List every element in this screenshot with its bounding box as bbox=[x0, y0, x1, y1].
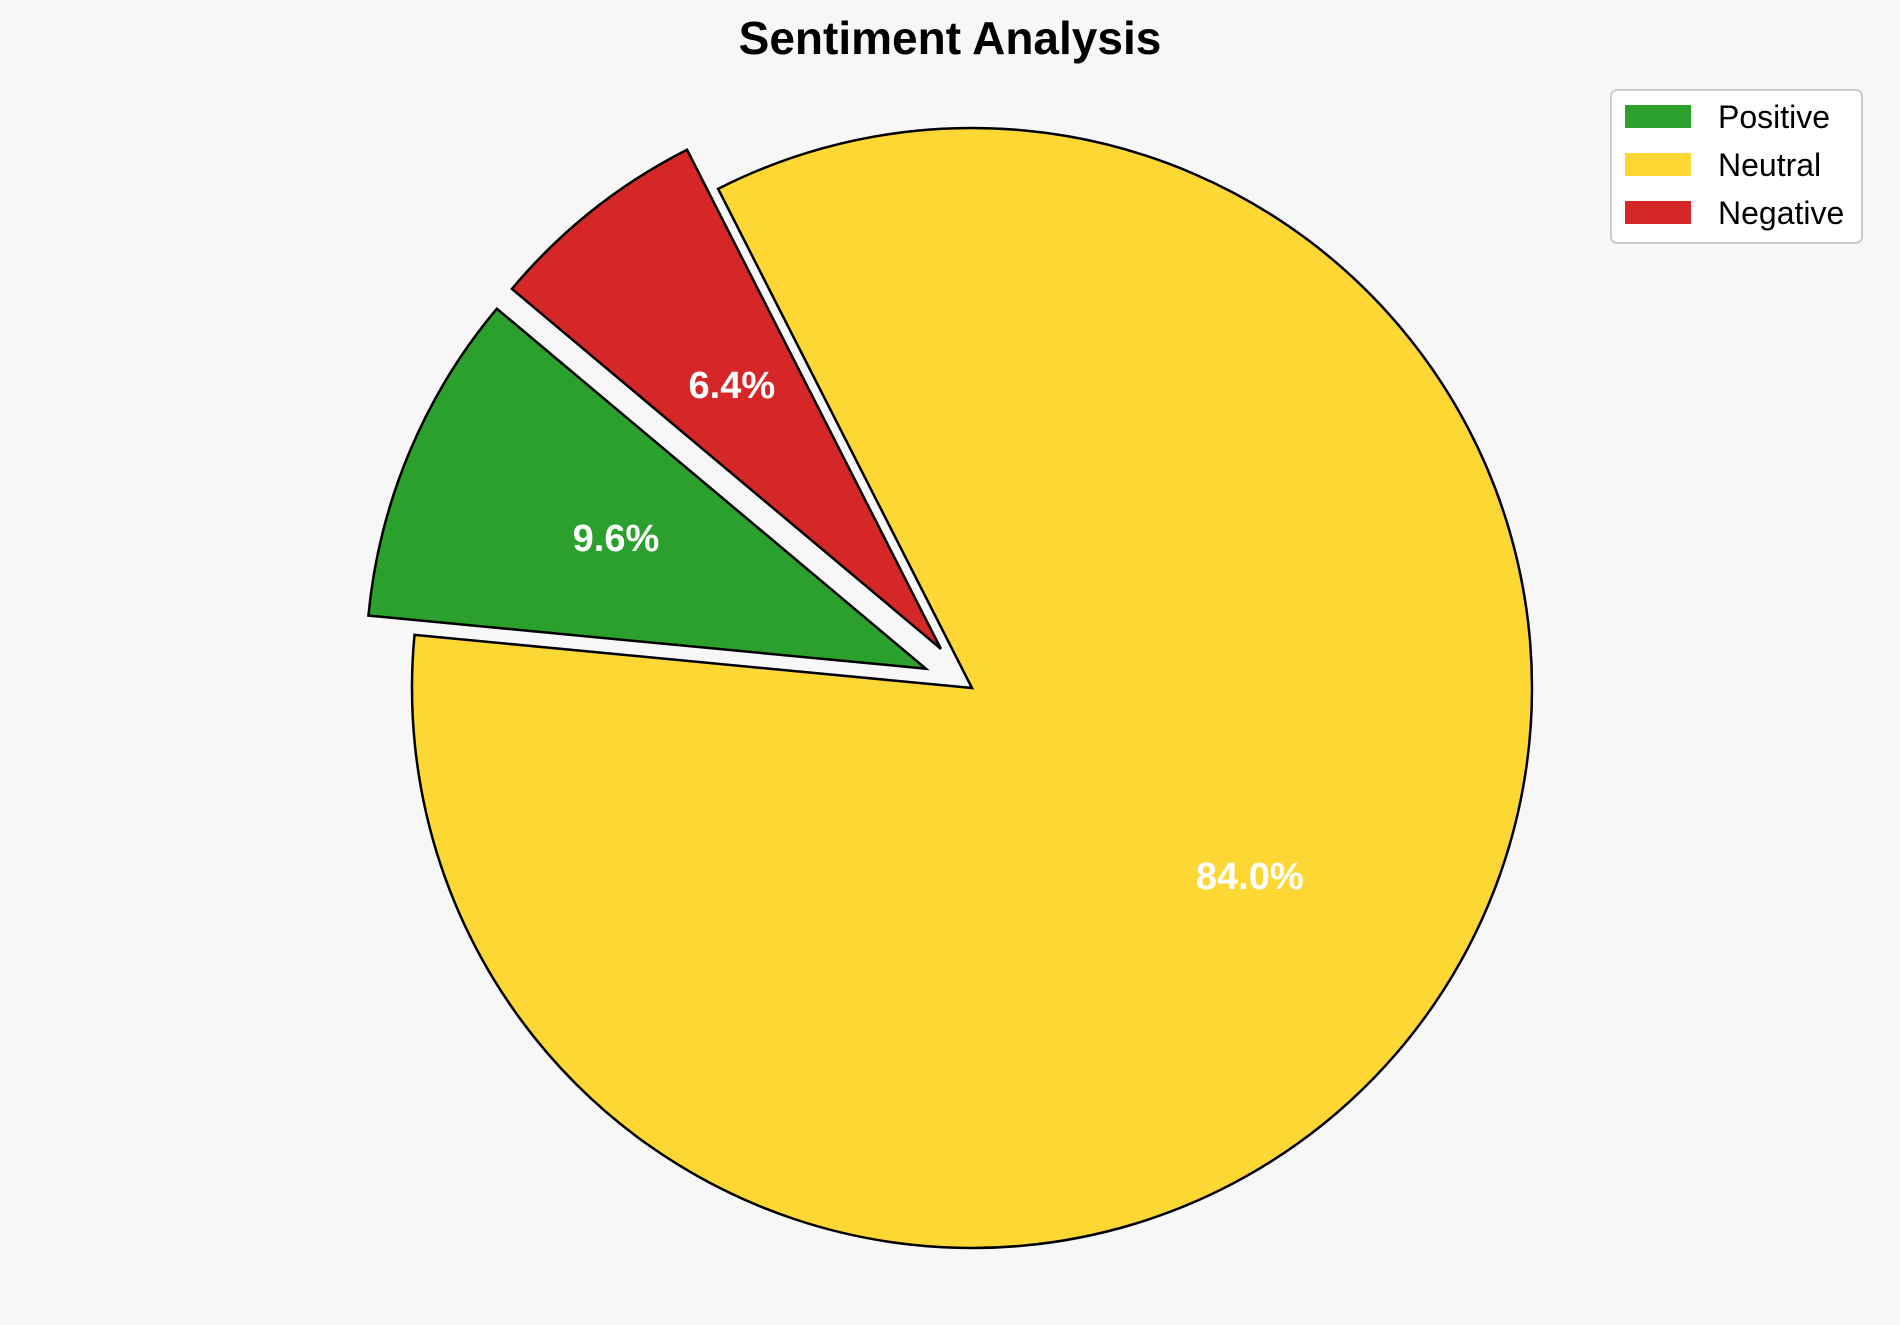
slice-label-negative: 6.4% bbox=[689, 365, 776, 407]
slice-label-neutral: 84.0% bbox=[1196, 856, 1304, 898]
legend-swatch-positive bbox=[1625, 105, 1691, 128]
legend-swatch-negative bbox=[1625, 201, 1691, 224]
legend-label-positive: Positive bbox=[1718, 99, 1830, 135]
slice-label-positive: 9.6% bbox=[573, 518, 660, 560]
legend-items: Positive Neutral Negative bbox=[1625, 99, 1844, 231]
pie-slice-neutral bbox=[410, 126, 1534, 1250]
pie-slice-negative bbox=[510, 148, 943, 650]
legend-label-neutral: Neutral bbox=[1718, 147, 1821, 183]
pie-slice-positive bbox=[367, 306, 930, 671]
chart-title: Sentiment Analysis bbox=[739, 12, 1162, 64]
legend: Positive Neutral Negative bbox=[1610, 89, 1863, 244]
legend-label-negative: Negative bbox=[1718, 195, 1844, 231]
legend-swatch-neutral bbox=[1625, 153, 1691, 176]
pie-slices bbox=[367, 126, 1534, 1250]
pie-slice-labels: 9.6% 84.0% 6.4% bbox=[573, 365, 1304, 898]
